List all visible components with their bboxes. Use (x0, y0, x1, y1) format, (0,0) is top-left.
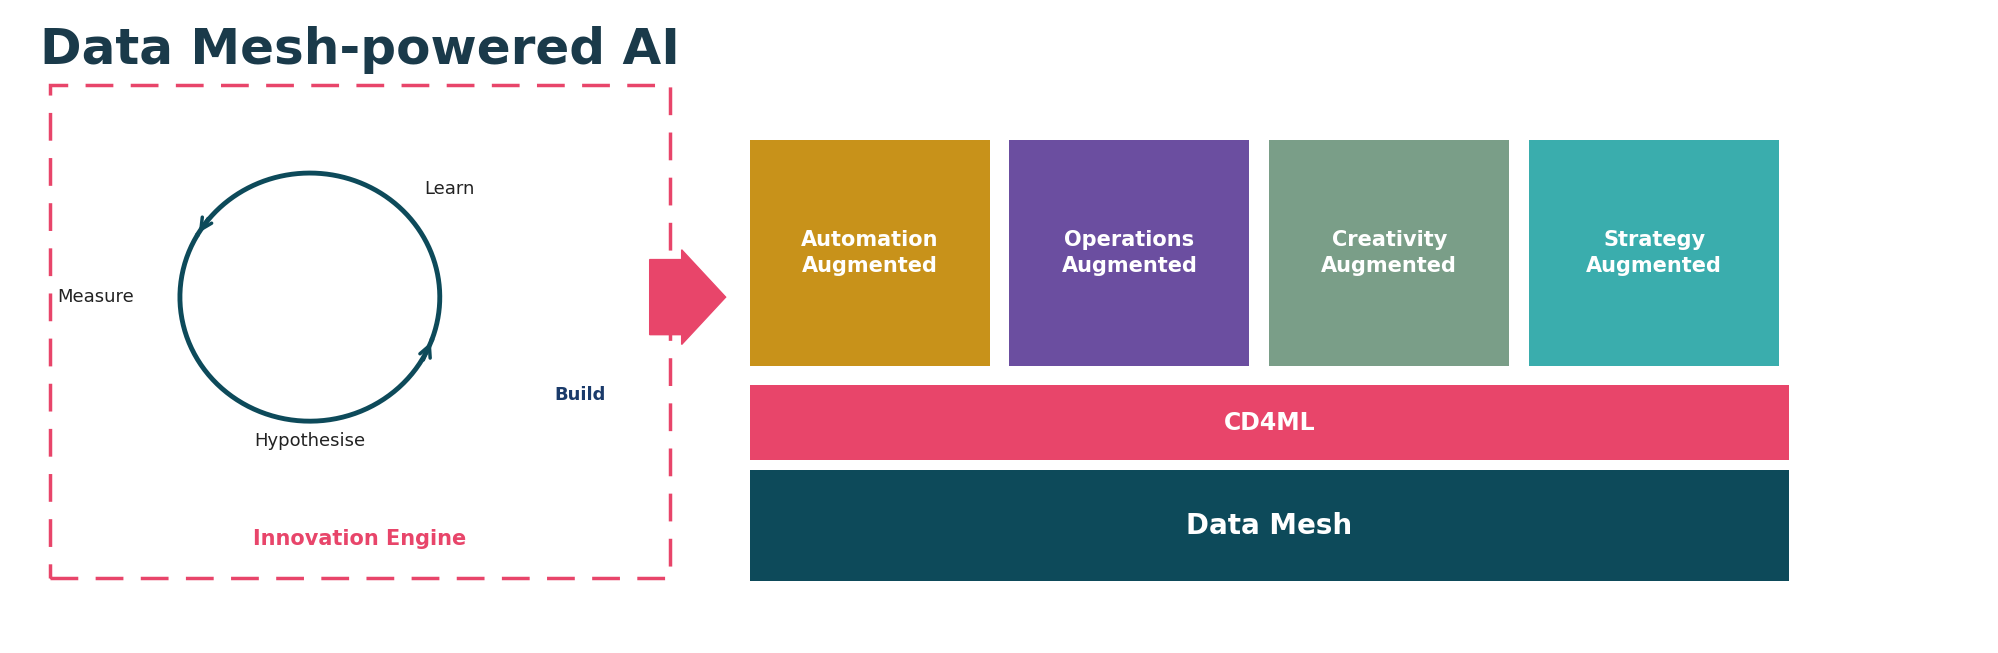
FancyArrow shape (649, 249, 725, 345)
Text: Strategy
Augmented: Strategy Augmented (1586, 230, 1720, 276)
FancyBboxPatch shape (1009, 140, 1249, 366)
Bar (50, 85, 669, 578)
Text: CD4ML: CD4ML (1223, 411, 1315, 435)
Text: Build: Build (553, 386, 605, 404)
Text: Innovation Engine: Innovation Engine (254, 528, 466, 549)
Text: Operations
Augmented: Operations Augmented (1061, 230, 1197, 276)
Text: Learn: Learn (424, 180, 476, 199)
Text: Data Mesh-powered AI: Data Mesh-powered AI (40, 26, 679, 74)
Text: Measure: Measure (58, 288, 134, 306)
Text: Data Mesh: Data Mesh (1185, 512, 1353, 539)
Text: Automation
Augmented: Automation Augmented (801, 230, 937, 276)
FancyBboxPatch shape (749, 140, 989, 366)
FancyBboxPatch shape (1528, 140, 1778, 366)
FancyBboxPatch shape (1269, 140, 1508, 366)
Text: Creativity
Augmented: Creativity Augmented (1321, 230, 1457, 276)
FancyBboxPatch shape (749, 385, 1788, 460)
FancyBboxPatch shape (749, 470, 1788, 581)
Text: Hypothesise: Hypothesise (254, 432, 366, 450)
